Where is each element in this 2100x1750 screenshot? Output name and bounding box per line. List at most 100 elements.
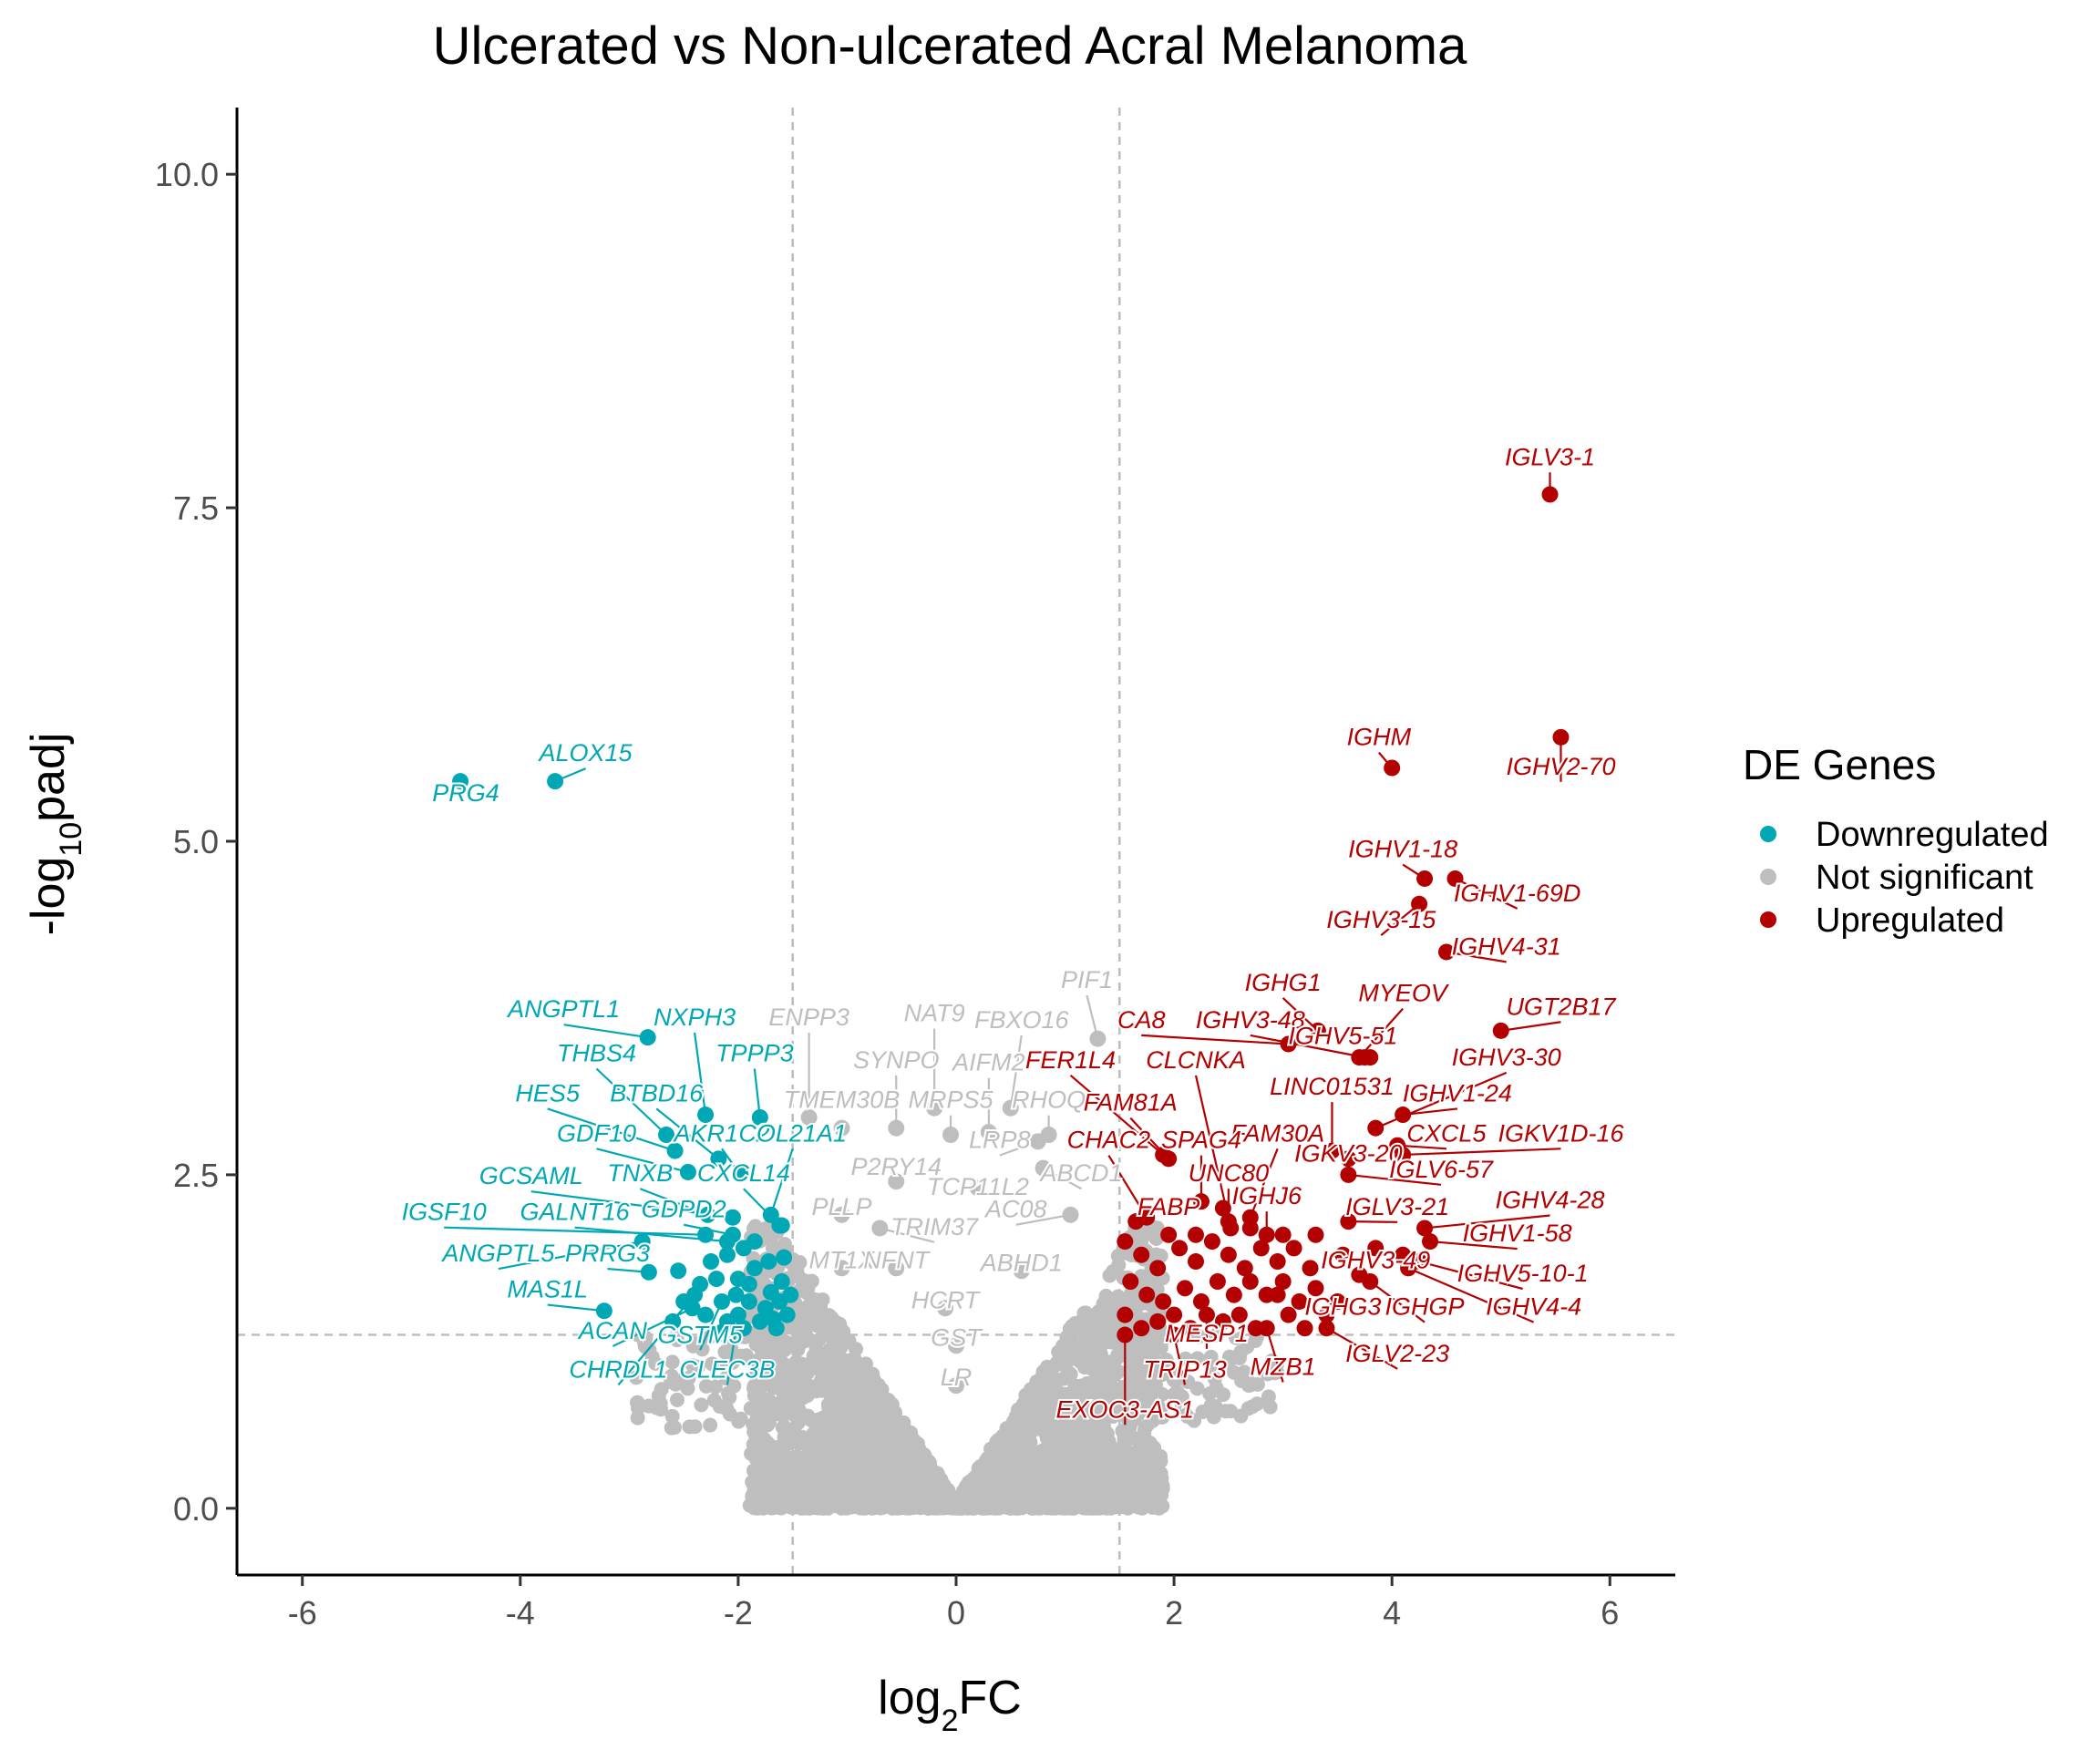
ns-point (1115, 1499, 1130, 1515)
legend-key-upregulated (1760, 911, 1776, 928)
point (1203, 1233, 1220, 1251)
ns-point (794, 1450, 809, 1466)
ns-point (668, 1376, 684, 1392)
point-mesp1 (1198, 1306, 1215, 1323)
ns-point (794, 1488, 809, 1504)
ns-point (686, 1335, 702, 1351)
point (762, 1283, 779, 1301)
point (751, 1312, 768, 1330)
label-connectors (444, 472, 1562, 1426)
ns-point (792, 1432, 808, 1447)
point (746, 1233, 763, 1251)
point-lrp8 (1029, 1133, 1046, 1150)
ns-point (840, 1423, 856, 1438)
gene-label-ighg3: IGHG3 (1304, 1293, 1381, 1321)
ns-point (1030, 1499, 1045, 1515)
gene-label-mt1x: MT1X (808, 1246, 875, 1273)
point-mt1x (833, 1260, 850, 1277)
ns-point (664, 1354, 680, 1370)
ns-point (955, 1492, 971, 1508)
legend-title: DE Genes (1743, 741, 1936, 788)
gene-label-fam81a: FAM81A (1084, 1089, 1178, 1117)
connector-ighv5-10-1 (1418, 1260, 1523, 1291)
ns-point (853, 1371, 869, 1386)
point (1149, 1312, 1167, 1330)
x-tick-label: -2 (724, 1594, 753, 1632)
ns-point (870, 1377, 886, 1393)
ns-point (664, 1408, 680, 1424)
ns-point (1149, 1220, 1165, 1236)
ns-point (1055, 1338, 1071, 1354)
connector-ighv3-15 (1380, 902, 1420, 936)
ns-point (1074, 1401, 1089, 1416)
y-tick-label: 0.0 (173, 1490, 219, 1528)
connector-ca8 (1141, 1034, 1289, 1045)
gene-label-iglv3-21: IGLV3-21 (1345, 1193, 1449, 1220)
point-ighv1-24 (1395, 1107, 1412, 1124)
connector-chrdl1 (617, 1293, 695, 1386)
ns-point (705, 1356, 720, 1372)
point (1241, 1220, 1259, 1237)
ns-point (819, 1440, 835, 1456)
x-axis-ticks: -6 -4 -2 0 2 4 6 (288, 1575, 1619, 1632)
gene-label-ighv5-10-1: IGHV5-10-1 (1457, 1260, 1589, 1287)
point (1329, 1292, 1346, 1310)
connector-chac2 (1107, 1155, 1148, 1219)
connector-igsf10 (444, 1226, 706, 1236)
point (1367, 1240, 1385, 1257)
point (778, 1306, 796, 1323)
ns-point (1043, 1426, 1058, 1442)
ns-point (986, 1498, 1002, 1513)
ns-point (1154, 1488, 1169, 1503)
point-gst (948, 1337, 964, 1354)
ns-point (757, 1499, 773, 1515)
point (760, 1253, 777, 1271)
gene-label-nat9: NAT9 (904, 1000, 965, 1027)
ns-point (1023, 1382, 1038, 1397)
connector-col21a1 (769, 1148, 794, 1216)
point-hes5 (666, 1142, 684, 1159)
point (1214, 1199, 1231, 1217)
connector-ugt2b17 (1500, 1021, 1561, 1032)
point-igsf10 (697, 1226, 715, 1243)
gene-label-fer1l4: FER1L4 (1025, 1046, 1116, 1074)
gene-label-ighv1-69d: IGHV1-69D (1454, 880, 1581, 907)
ns-point (860, 1446, 875, 1461)
ns-point (968, 1494, 983, 1509)
gene-label-fabp: FABP (1138, 1193, 1200, 1220)
point-fabp (1160, 1226, 1178, 1243)
ns-point (759, 1392, 775, 1407)
ns-point (1103, 1459, 1118, 1475)
ns-point (789, 1371, 805, 1386)
gene-label-p2ry14: P2RY14 (850, 1153, 942, 1180)
point-hcrt (937, 1300, 954, 1317)
ns-point (767, 1358, 782, 1374)
gene-label-pif1: PIF1 (1061, 966, 1113, 993)
ns-point (1020, 1467, 1035, 1482)
point (1214, 1312, 1231, 1330)
ns-point (1067, 1315, 1083, 1331)
gene-label-col21a1: COL21A1 (738, 1119, 847, 1147)
legend-label-downregulated: Downregulated (1816, 816, 2049, 854)
point-ighv4-31 (1437, 943, 1455, 961)
ns-point (685, 1358, 701, 1374)
ns-point (766, 1377, 781, 1393)
ns-point (1189, 1381, 1205, 1396)
gene-label-mrps5: MRPS5 (909, 1086, 994, 1114)
ns-point (793, 1271, 808, 1287)
point (703, 1253, 720, 1271)
ns-point (1153, 1336, 1168, 1352)
gene-label-rhoq: RHOQ (1012, 1086, 1086, 1114)
point-ighm (1384, 759, 1401, 777)
point-ighv3-49 (1395, 1246, 1412, 1263)
connector-gcsaml (530, 1190, 734, 1219)
ns-point (992, 1458, 1007, 1474)
ns-point (836, 1380, 851, 1395)
point (1252, 1240, 1270, 1257)
point-ca8 (1280, 1035, 1297, 1053)
point (746, 1260, 763, 1277)
ns-point (746, 1498, 761, 1514)
connector-ighv3-48 (1250, 1034, 1365, 1059)
point (1127, 1213, 1145, 1230)
y-tick-label: 7.5 (173, 489, 219, 527)
